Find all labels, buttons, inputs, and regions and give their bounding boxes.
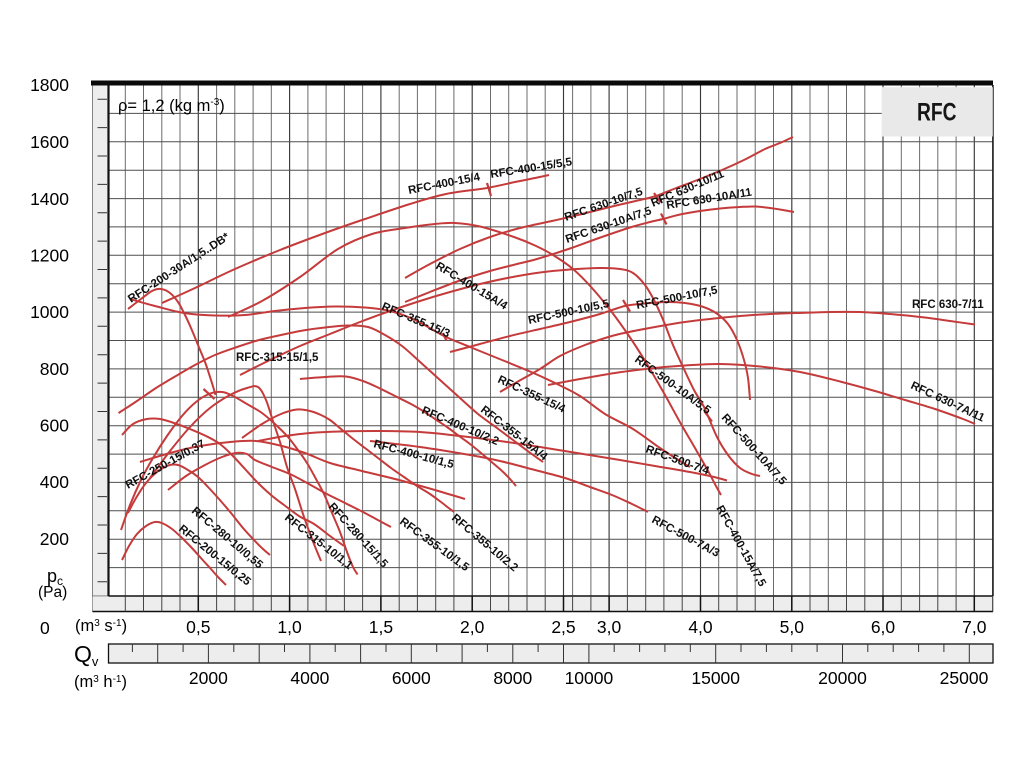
svg-text:4,0: 4,0 — [688, 617, 713, 637]
svg-text:1000: 1000 — [30, 302, 69, 322]
svg-text:200: 200 — [40, 529, 69, 549]
svg-text:0: 0 — [40, 618, 50, 638]
svg-text:1,5: 1,5 — [369, 617, 393, 637]
svg-text:4000: 4000 — [290, 668, 329, 688]
svg-text:RFC 630-7/11: RFC 630-7/11 — [912, 299, 984, 311]
svg-text:1800: 1800 — [30, 75, 69, 95]
svg-text:(Pa): (Pa) — [38, 584, 67, 601]
svg-text:20000: 20000 — [818, 668, 867, 688]
svg-text:(m3 h-1): (m3 h-1) — [74, 673, 127, 691]
svg-text:1600: 1600 — [30, 132, 69, 152]
svg-text:RFC: RFC — [917, 99, 957, 127]
svg-text:6,0: 6,0 — [871, 617, 896, 637]
svg-text:800: 800 — [40, 359, 69, 379]
svg-text:ρ= 1,2 (kg m-3): ρ= 1,2 (kg m-3) — [118, 97, 225, 115]
svg-text:2000: 2000 — [189, 668, 228, 688]
svg-text:5,0: 5,0 — [780, 617, 805, 637]
svg-text:1,0: 1,0 — [277, 617, 302, 637]
svg-text:15000: 15000 — [691, 668, 740, 688]
svg-text:8000: 8000 — [493, 668, 532, 688]
svg-text:6000: 6000 — [392, 668, 431, 688]
svg-text:3,0: 3,0 — [597, 617, 622, 637]
svg-text:400: 400 — [40, 472, 69, 492]
svg-text:RFC-315-15/1,5: RFC-315-15/1,5 — [236, 352, 319, 364]
svg-text:1400: 1400 — [30, 189, 69, 209]
svg-text:25000: 25000 — [940, 668, 989, 688]
svg-text:0,5: 0,5 — [186, 617, 210, 637]
svg-text:10000: 10000 — [565, 668, 614, 688]
svg-text:7,0: 7,0 — [962, 617, 987, 637]
svg-text:600: 600 — [40, 416, 69, 436]
svg-text:2,5: 2,5 — [551, 617, 575, 637]
svg-text:2,0: 2,0 — [460, 617, 485, 637]
svg-text:1200: 1200 — [30, 246, 69, 266]
